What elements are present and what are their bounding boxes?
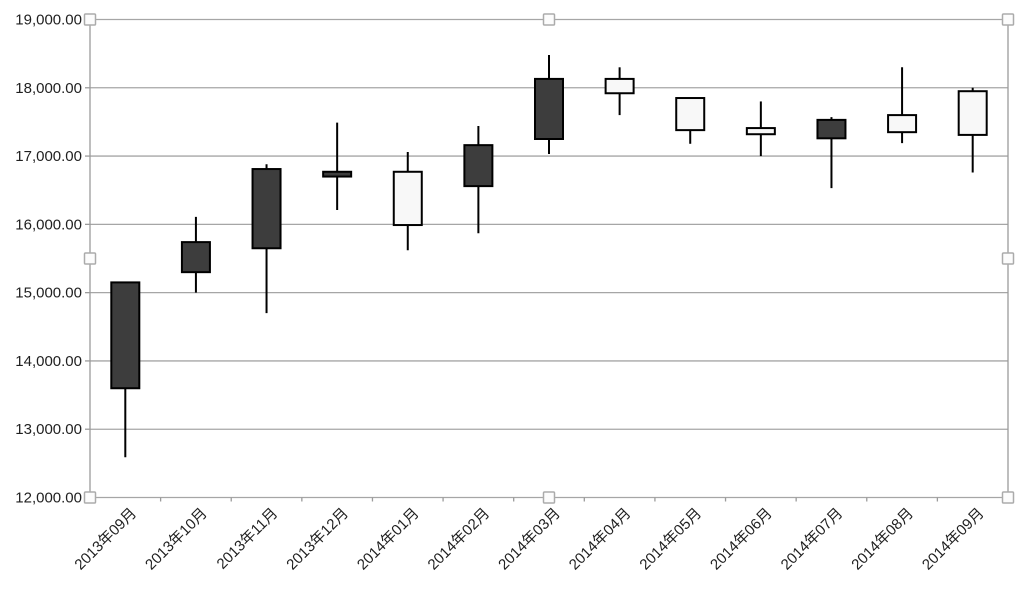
- candlestick-12[interactable]: [887, 114, 918, 134]
- y-axis-label[interactable]: 19,000.00: [15, 12, 82, 29]
- candlestick-9[interactable]: [675, 97, 706, 132]
- x-axis-label[interactable]: 2014年04月: [566, 505, 635, 574]
- y-axis-label[interactable]: 16,000.00: [15, 216, 82, 233]
- x-axis-label[interactable]: 2014年09月: [919, 505, 988, 574]
- candlestick-11[interactable]: [816, 118, 847, 140]
- x-axis-label[interactable]: 2013年12月: [283, 505, 352, 574]
- candlestick-1[interactable]: [110, 281, 141, 390]
- x-axis-label[interactable]: 2013年09月: [72, 505, 141, 574]
- y-axis-label[interactable]: 15,000.00: [15, 285, 82, 302]
- x-axis-label[interactable]: 2013年11月: [214, 505, 282, 573]
- x-axis-label[interactable]: 2014年01月: [354, 505, 423, 574]
- selection-handle-mid-left[interactable]: [83, 252, 97, 265]
- candlestick-6[interactable]: [463, 144, 494, 188]
- y-axis-label[interactable]: 14,000.00: [15, 353, 82, 370]
- x-axis-label[interactable]: 2014年03月: [495, 505, 564, 574]
- selection-handle-bottom-right[interactable]: [1001, 491, 1015, 504]
- selection-handle-top-right[interactable]: [1001, 13, 1015, 26]
- x-axis-label[interactable]: 2014年05月: [636, 505, 705, 574]
- selection-handle-top-left[interactable]: [83, 13, 97, 26]
- candlestick-7[interactable]: [534, 77, 564, 140]
- y-axis-label[interactable]: 12,000.00: [15, 490, 82, 507]
- x-axis-label[interactable]: 2014年06月: [707, 505, 776, 574]
- x-axis-label[interactable]: 2014年07月: [778, 505, 847, 574]
- y-axis-label[interactable]: 13,000.00: [15, 421, 82, 438]
- selection-handle-bottom-center[interactable]: [542, 491, 556, 504]
- x-axis-label[interactable]: 2013年10月: [142, 505, 211, 574]
- y-axis-label[interactable]: 18,000.00: [15, 80, 82, 97]
- candlestick-5[interactable]: [392, 170, 423, 227]
- selection-handle-bottom-left[interactable]: [83, 491, 97, 504]
- x-axis-label[interactable]: 2014年08月: [848, 505, 917, 574]
- y-axis-label[interactable]: 17,000.00: [15, 148, 82, 165]
- candlestick-3[interactable]: [251, 168, 282, 250]
- candlestick-13[interactable]: [957, 90, 988, 136]
- candlestick-8[interactable]: [604, 77, 635, 95]
- candlestick-2[interactable]: [180, 241, 211, 274]
- candlestick-10[interactable]: [745, 127, 776, 136]
- selection-handle-top-center[interactable]: [542, 13, 556, 26]
- selection-handle-mid-right[interactable]: [1001, 252, 1015, 265]
- candlestick-4[interactable]: [322, 170, 353, 178]
- x-axis-label[interactable]: 2014年02月: [425, 505, 494, 574]
